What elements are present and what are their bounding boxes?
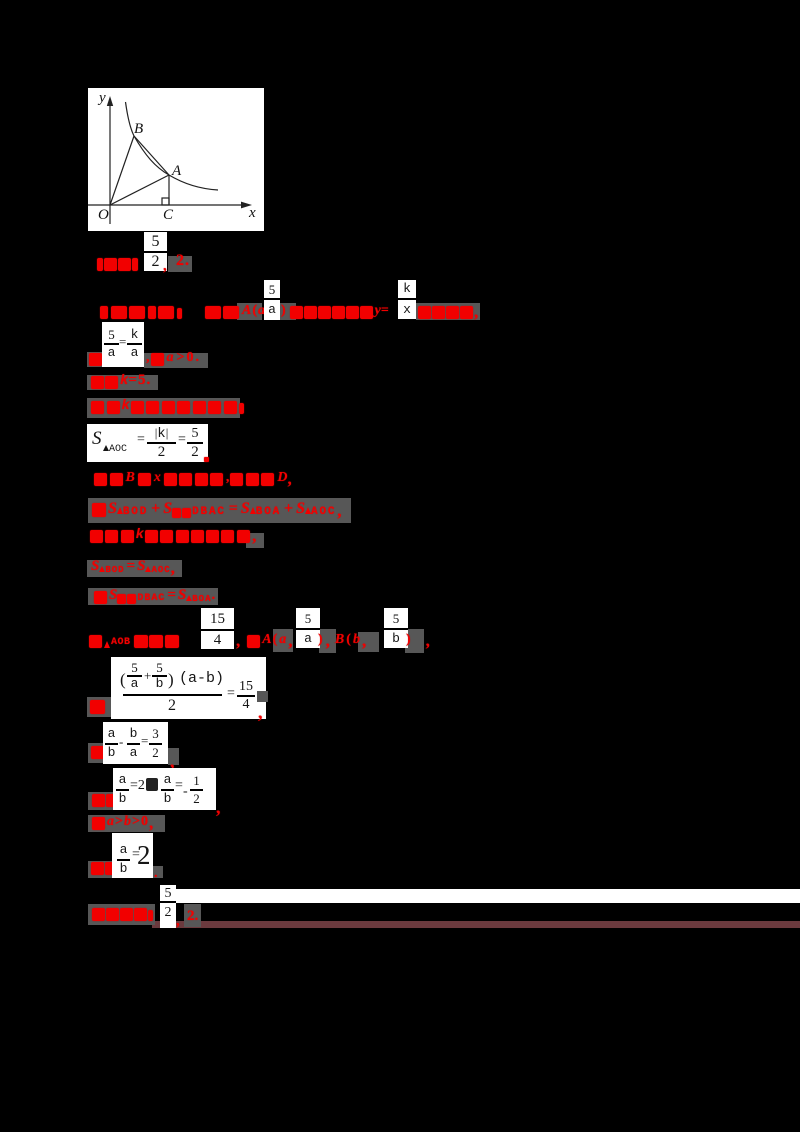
svg-text:O: O (98, 207, 109, 223)
svg-text:C: C (163, 207, 174, 223)
svg-text:B: B (134, 121, 143, 137)
svg-text:y: y (97, 90, 106, 106)
svg-text:A: A (171, 163, 182, 179)
svg-text:x: x (248, 205, 256, 221)
